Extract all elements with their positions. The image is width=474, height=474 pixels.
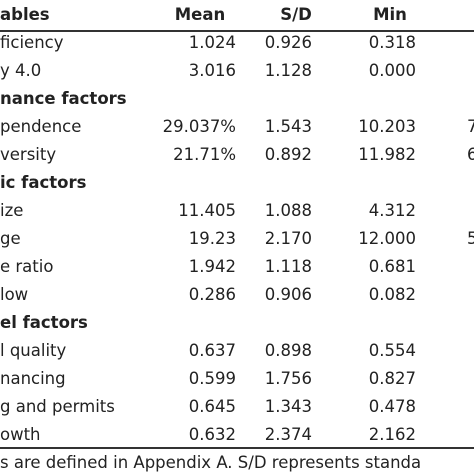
cell: 0.599 [188,369,236,388]
section-label: ic factors [0,173,87,192]
row-label: e ratio [0,257,54,276]
row-label: low [0,285,29,304]
cell: 0.645 [188,397,236,416]
cell: 2.162 [368,425,416,444]
cell: 1.118 [264,257,312,276]
header-cell: Mean [174,5,226,24]
cell: 1.942 [188,257,236,276]
row-label: g and permits [0,397,115,416]
cell: 6 [467,145,474,164]
cell: 7 [467,117,474,136]
cell: 2.374 [264,425,312,444]
cell: 0.892 [264,145,312,164]
cell: 0.286 [188,285,236,304]
section-label: nance factors [0,89,127,108]
header-cell: S/D [280,5,312,24]
header-cell: Min [373,5,407,24]
row-label: ficiency [0,33,64,52]
cell: 1.543 [264,117,312,136]
cell: 0.827 [368,369,416,388]
cell: 0.478 [368,397,416,416]
cell: 0.637 [188,341,236,360]
cell: 12.000 [358,229,416,248]
cell: 1.088 [264,201,312,220]
cell: 1.128 [264,61,312,80]
cell: 21.71% [173,145,236,164]
section-label: el factors [0,313,88,332]
cell: 0.082 [368,285,416,304]
cell: 11.405 [178,201,236,220]
cell: 5 [467,229,474,248]
rule [0,30,474,32]
cell: 10.203 [358,117,416,136]
cell: 2.170 [264,229,312,248]
row-label: nancing [0,369,66,388]
row-label: y 4.0 [0,61,42,80]
cell: 3.016 [188,61,236,80]
header-cell: ables [0,5,50,24]
cell: 0.926 [264,33,312,52]
cell: 0.681 [368,257,416,276]
cell: 4.312 [368,201,416,220]
row-label: pendence [0,117,82,136]
cell: 0.906 [264,285,312,304]
cell: 0.554 [368,341,416,360]
rule [0,447,474,449]
row-label: versity [0,145,57,164]
cell: 11.982 [358,145,416,164]
cell: 29.037% [162,117,236,136]
footnote: s are defined in Appendix A. S/D represe… [0,453,422,472]
row-label: ize [0,201,24,220]
cell: 1.024 [188,33,236,52]
cell: 1.756 [264,369,312,388]
row-label: ge [0,229,21,248]
cell: 0.898 [264,341,312,360]
cell: 0.000 [368,61,416,80]
row-label: l quality [0,341,67,360]
row-label: owth [0,425,41,444]
cell: 0.318 [368,33,416,52]
cell: 19.23 [188,229,236,248]
cell: 1.343 [264,397,312,416]
cell: 0.632 [188,425,236,444]
